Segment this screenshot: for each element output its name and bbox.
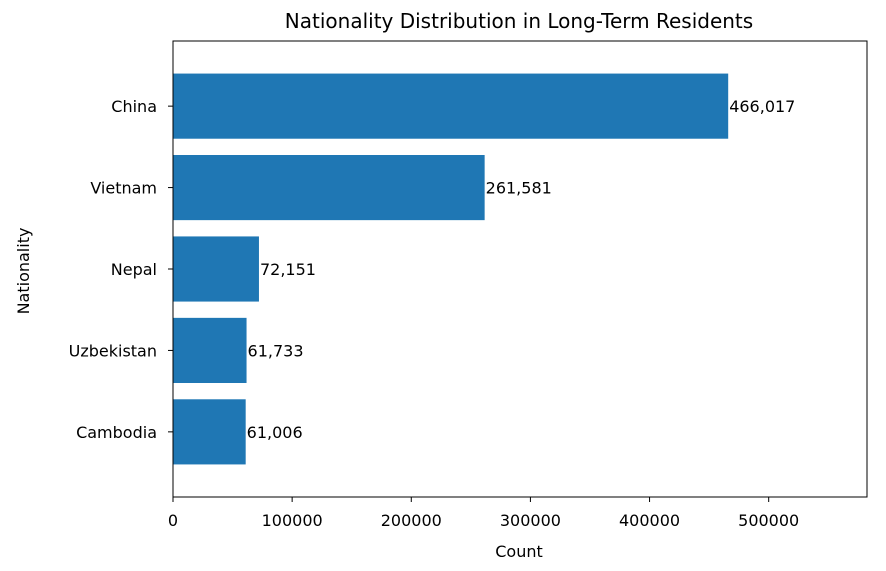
- x-axis-ticks: 0 100000 200000 300000 400000 500000: [168, 497, 799, 530]
- bars: [173, 73, 729, 465]
- x-tick-label: 300000: [500, 511, 561, 530]
- y-tick-label-uzbekistan: Uzbekistan: [69, 341, 157, 360]
- y-axis-label: Nationality: [14, 228, 33, 315]
- y-tick-label-nepal: Nepal: [111, 260, 157, 279]
- x-tick-label: 400000: [619, 511, 680, 530]
- x-tick-label: 100000: [262, 511, 323, 530]
- y-tick-label-china: China: [111, 97, 157, 116]
- data-label-china: 466,017: [729, 97, 795, 116]
- bar-cambodia: [173, 399, 246, 465]
- data-labels: 466,017 261,581 72,151 61,733 61,006: [247, 97, 796, 442]
- y-tick-label-vietnam: Vietnam: [90, 179, 157, 198]
- x-axis-label: Count: [495, 542, 543, 561]
- x-tick-label: 200000: [381, 511, 442, 530]
- plot-frame: [172, 40, 868, 498]
- bar-nepal: [173, 236, 259, 302]
- y-axis-ticks: China Vietnam Nepal Uzbekistan Cambodia: [69, 97, 173, 442]
- bar-uzbekistan: [173, 317, 247, 383]
- chart-title: Nationality Distribution in Long-Term Re…: [285, 9, 753, 33]
- data-label-cambodia: 61,006: [247, 423, 303, 442]
- data-label-uzbekistan: 61,733: [248, 341, 304, 360]
- data-label-vietnam: 261,581: [486, 179, 552, 198]
- x-tick-label: 0: [168, 511, 178, 530]
- bar-vietnam: [173, 155, 485, 221]
- bar-china: [173, 73, 729, 139]
- data-label-nepal: 72,151: [260, 260, 316, 279]
- y-tick-label-cambodia: Cambodia: [76, 423, 157, 442]
- x-tick-label: 500000: [738, 511, 799, 530]
